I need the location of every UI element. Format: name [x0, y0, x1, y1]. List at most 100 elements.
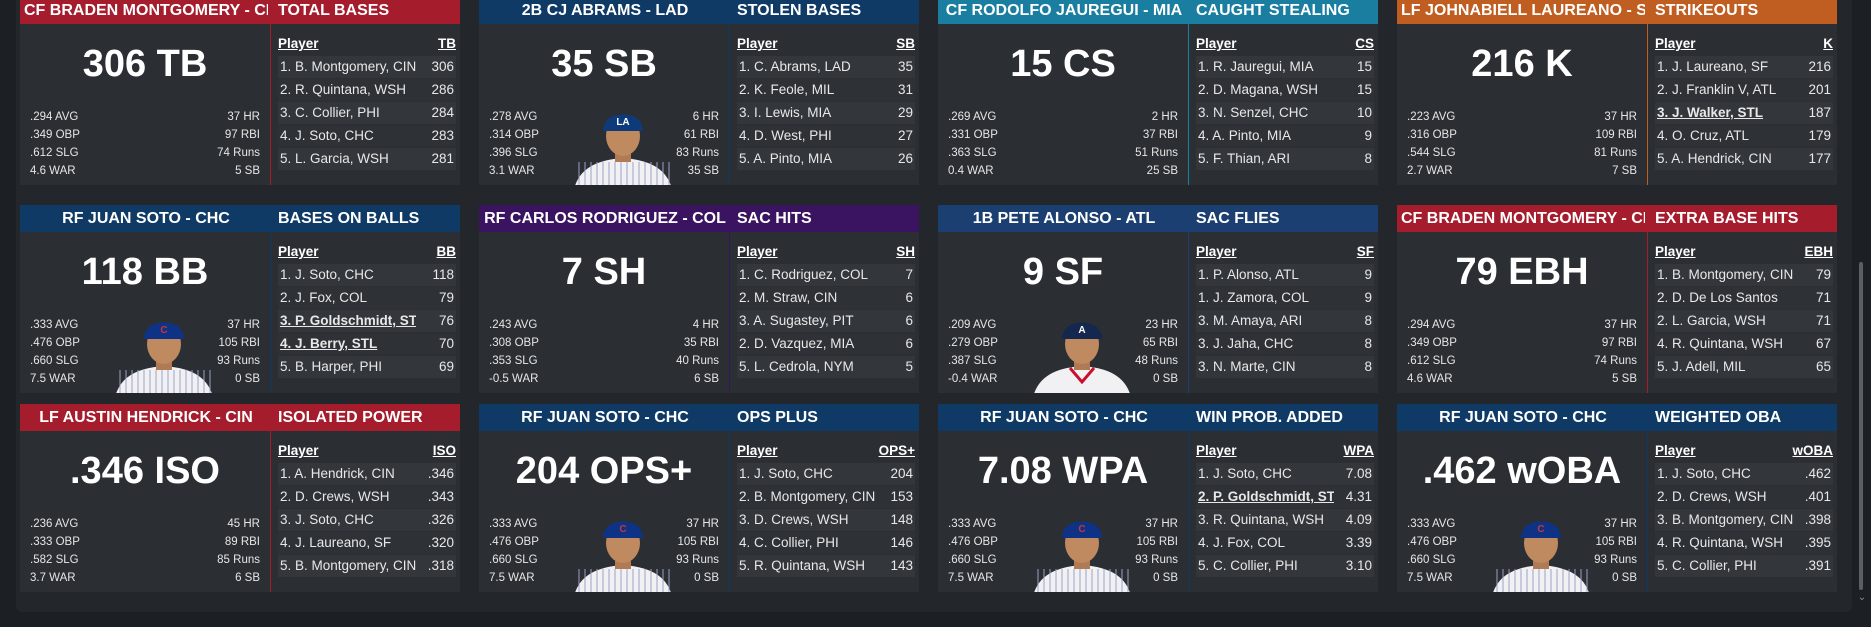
- table-row[interactable]: 2. M. Straw, CIN 6: [737, 287, 915, 309]
- column-header-player[interactable]: Player: [1196, 244, 1237, 259]
- leader-name[interactable]: 3. J. Jaha, CHC: [1198, 336, 1294, 351]
- column-header-player[interactable]: Player: [1655, 36, 1696, 51]
- table-row[interactable]: 4. A. Pinto, MIA 9: [1196, 125, 1374, 147]
- column-header-player[interactable]: Player: [1196, 443, 1237, 458]
- leader-name[interactable]: 1. B. Montgomery, CIN: [1657, 267, 1794, 282]
- leader-name[interactable]: 1. J. Laureano, SF: [1657, 59, 1769, 74]
- column-header-stat[interactable]: SF: [1356, 244, 1374, 259]
- table-row[interactable]: 2. J. Fox, COL 79: [278, 287, 456, 309]
- leader-name[interactable]: 2. L. Garcia, WSH: [1657, 313, 1766, 328]
- table-row[interactable]: 1. J. Soto, CHC 204: [737, 463, 915, 485]
- leader-name[interactable]: 5. C. Collier, PHI: [1657, 558, 1757, 573]
- leader-name[interactable]: 2. J. Franklin V, ATL: [1657, 82, 1777, 97]
- table-row[interactable]: 1. B. Montgomery, CIN 306: [278, 56, 456, 78]
- table-row[interactable]: 4. C. Collier, PHI 146: [737, 532, 915, 554]
- table-row[interactable]: 3. J. Soto, CHC .326: [278, 509, 456, 531]
- table-row[interactable]: 1. R. Jauregui, MIA 15: [1196, 56, 1374, 78]
- leader-name[interactable]: 3. B. Montgomery, CIN: [1657, 512, 1794, 527]
- player-title[interactable]: RF JUAN SOTO - CHC: [62, 210, 230, 227]
- column-header-stat[interactable]: WPA: [1343, 443, 1375, 458]
- table-row[interactable]: 2. D. Crews, WSH .401: [1655, 486, 1833, 508]
- table-row[interactable]: 5. F. Thian, ARI 8: [1196, 148, 1374, 170]
- leader-name[interactable]: 4. J. Laureano, SF: [280, 535, 392, 550]
- leader-name[interactable]: 1. J. Soto, CHC: [1198, 466, 1292, 481]
- table-row[interactable]: 5. C. Collier, PHI .391: [1655, 555, 1833, 577]
- player-portrait[interactable]: LA: [567, 96, 679, 185]
- leader-name[interactable]: 2. K. Feole, MIL: [739, 82, 835, 97]
- leader-name[interactable]: 5. F. Thian, ARI: [1198, 151, 1291, 166]
- leader-name[interactable]: 4. D. West, PHI: [739, 128, 832, 143]
- leader-name[interactable]: 1. B. Montgomery, CIN: [280, 59, 417, 74]
- leader-name[interactable]: 5. J. Adell, MIL: [1657, 359, 1746, 374]
- player-title[interactable]: CF BRADEN MONTGOMERY - CIN: [24, 2, 268, 19]
- table-row[interactable]: 3. J. Walker, STL 187: [1655, 102, 1833, 124]
- table-row[interactable]: 5. C. Collier, PHI 3.10: [1196, 555, 1374, 577]
- column-header-player[interactable]: Player: [737, 36, 778, 51]
- player-title[interactable]: LF JOHNABIELL LAUREANO - SF: [1401, 2, 1645, 19]
- leader-name[interactable]: 4. J. Soto, CHC: [280, 128, 374, 143]
- leader-name[interactable]: 1. J. Soto, CHC: [739, 466, 833, 481]
- leader-name[interactable]: 2. D. Vazquez, MIA: [739, 336, 855, 351]
- column-header-player[interactable]: Player: [737, 443, 778, 458]
- table-row[interactable]: 5. A. Pinto, MIA 26: [737, 148, 915, 170]
- table-row[interactable]: 3. J. Jaha, CHC 8: [1196, 333, 1374, 355]
- leader-name[interactable]: 3. R. Quintana, WSH: [1198, 512, 1325, 527]
- leader-name[interactable]: 5. L. Garcia, WSH: [280, 151, 389, 166]
- leader-name[interactable]: 5. B. Harper, PHI: [280, 359, 383, 374]
- leader-name[interactable]: 3. M. Amaya, ARI: [1198, 313, 1303, 328]
- leader-name[interactable]: 2. J. Fox, COL: [280, 290, 368, 305]
- column-header-stat[interactable]: BB: [436, 244, 457, 259]
- table-row[interactable]: 3. R. Quintana, WSH 4.09: [1196, 509, 1374, 531]
- table-row[interactable]: 3. M. Amaya, ARI 8: [1196, 310, 1374, 332]
- leader-name[interactable]: 4. O. Cruz, ATL: [1657, 128, 1750, 143]
- leader-name[interactable]: 2. D. Crews, WSH: [1657, 489, 1767, 504]
- player-portrait[interactable]: A: [1026, 304, 1138, 393]
- leader-name[interactable]: 5. A. Pinto, MIA: [739, 151, 833, 166]
- table-row[interactable]: 3. A. Sugastey, PIT 6: [737, 310, 915, 332]
- table-row[interactable]: 2. D. Magana, WSH 15: [1196, 79, 1374, 101]
- table-row[interactable]: 1. B. Montgomery, CIN 79: [1655, 264, 1833, 286]
- column-header-player[interactable]: Player: [278, 36, 319, 51]
- table-row[interactable]: 1. J. Soto, CHC .462: [1655, 463, 1833, 485]
- table-row[interactable]: 5. R. Quintana, WSH 143: [737, 555, 915, 577]
- leader-name[interactable]: 2. P. Goldschmidt, STL: [1198, 489, 1335, 504]
- player-portrait[interactable]: C: [1026, 503, 1138, 592]
- player-title[interactable]: 1B PETE ALONSO - ATL: [972, 210, 1156, 227]
- table-row[interactable]: 4. O. Cruz, ATL 179: [1655, 125, 1833, 147]
- column-header-stat[interactable]: EBH: [1804, 244, 1833, 259]
- player-title[interactable]: RF CARLOS RODRIGUEZ - COL: [484, 210, 726, 227]
- table-row[interactable]: 3. D. Crews, WSH 148: [737, 509, 915, 531]
- column-header-stat[interactable]: K: [1823, 36, 1833, 51]
- leader-name[interactable]: 2. M. Straw, CIN: [739, 290, 838, 305]
- leader-name[interactable]: 4. J. Berry, STL: [280, 336, 378, 351]
- leader-name[interactable]: 4. R. Quintana, WSH: [1657, 336, 1784, 351]
- table-row[interactable]: 2. K. Feole, MIL 31: [737, 79, 915, 101]
- vertical-scrollbar[interactable]: ⌄: [1856, 0, 1868, 612]
- leader-name[interactable]: 5. L. Cedrola, NYM: [739, 359, 854, 374]
- player-title[interactable]: LF AUSTIN HENDRICK - CIN: [39, 409, 253, 426]
- leader-name[interactable]: 1. R. Jauregui, MIA: [1198, 59, 1314, 74]
- leader-name[interactable]: 2. B. Montgomery, CIN: [739, 489, 876, 504]
- column-header-player[interactable]: Player: [1655, 443, 1696, 458]
- column-header-stat[interactable]: CS: [1355, 36, 1374, 51]
- player-portrait[interactable]: C: [1485, 503, 1597, 592]
- table-row[interactable]: 1. J. Laureano, SF 216: [1655, 56, 1833, 78]
- table-row[interactable]: 1. J. Zamora, COL 9: [1196, 287, 1374, 309]
- column-header-player[interactable]: Player: [278, 244, 319, 259]
- table-row[interactable]: 2. B. Montgomery, CIN 153: [737, 486, 915, 508]
- leader-name[interactable]: 3. J. Walker, STL: [1657, 105, 1764, 120]
- column-header-player[interactable]: Player: [278, 443, 319, 458]
- column-header-player[interactable]: Player: [1196, 36, 1237, 51]
- leader-name[interactable]: 1. J. Zamora, COL: [1198, 290, 1310, 305]
- leader-name[interactable]: 2. D. De Los Santos: [1657, 290, 1778, 305]
- leader-name[interactable]: 3. N. Marte, CIN: [1198, 359, 1296, 374]
- leader-name[interactable]: 4. R. Quintana, WSH: [1657, 535, 1784, 550]
- leader-name[interactable]: 1. J. Soto, CHC: [280, 267, 374, 282]
- table-row[interactable]: 4. J. Laureano, SF .320: [278, 532, 456, 554]
- table-row[interactable]: 5. A. Hendrick, CIN 177: [1655, 148, 1833, 170]
- player-portrait[interactable]: C: [567, 503, 679, 592]
- scrollbar-thumb[interactable]: [1859, 262, 1863, 590]
- table-row[interactable]: 4. J. Soto, CHC 283: [278, 125, 456, 147]
- leader-name[interactable]: 3. C. Collier, PHI: [280, 105, 380, 120]
- table-row[interactable]: 3. N. Senzel, CHC 10: [1196, 102, 1374, 124]
